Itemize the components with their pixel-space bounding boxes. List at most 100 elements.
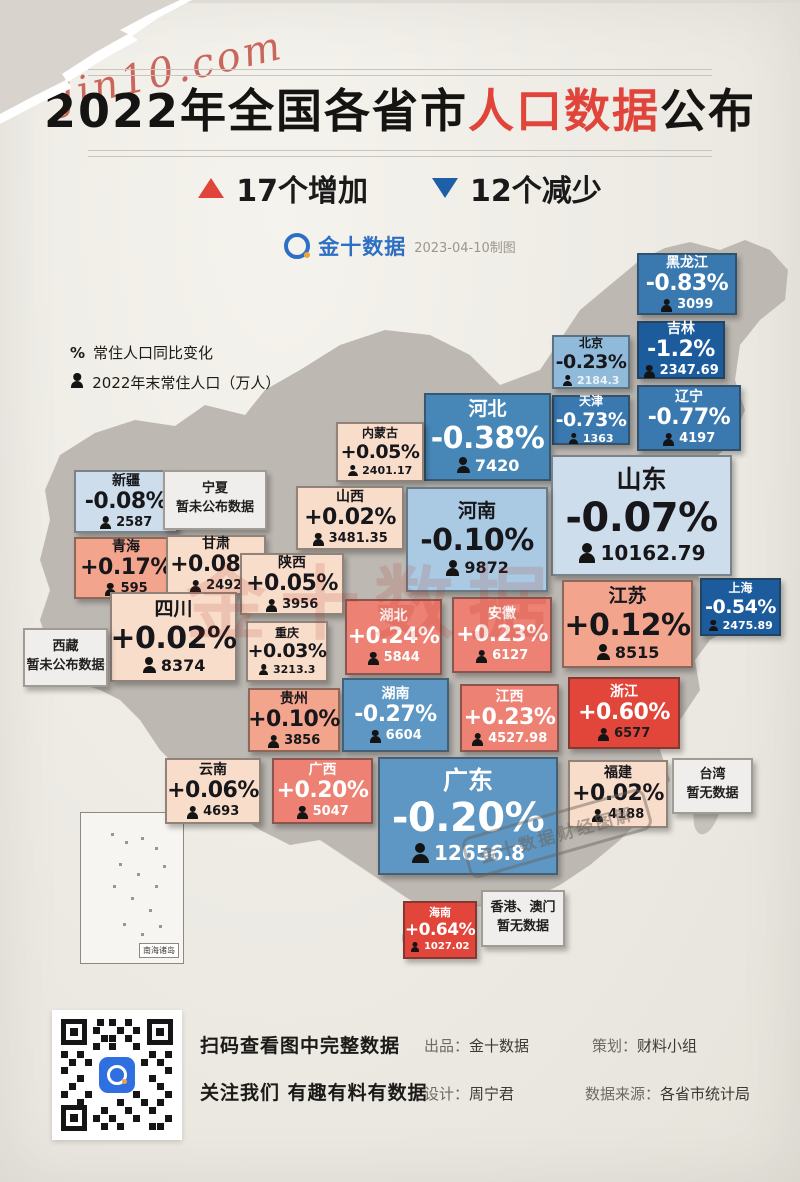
qr-eye-icon [61, 1105, 87, 1131]
province-name: 台湾 [699, 767, 726, 783]
pct-change: -0.27% [354, 702, 437, 728]
province-name: 广西 [308, 762, 337, 779]
population-row: 9872 [445, 558, 509, 577]
population-value: 1363 [582, 431, 614, 445]
province-box-shaanxi: 陕西 +0.05% 3956 [240, 553, 344, 615]
province-box-chongqing: 重庆 +0.03% 3213.3 [246, 621, 328, 682]
population-row: 6577 [598, 726, 651, 742]
province-box-beijing: 北京 -0.23% 2184.3 [552, 335, 630, 389]
province-name: 河南 [457, 500, 496, 523]
province-box-hainan: 海南 +0.64% 1027.02 [403, 901, 477, 959]
scan-hint-line2: 关注我们 有趣有料有数据 [200, 1082, 428, 1104]
qr-modules [61, 1019, 68, 1026]
credit-planner: 策划：财料小组 [592, 1035, 697, 1056]
pct-change: -0.20% [391, 795, 545, 842]
pct-change: +0.05% [246, 571, 338, 597]
province-box-shanghai: 上海 -0.54% 2475.89 [700, 578, 781, 636]
population-value: 6577 [614, 726, 651, 742]
person-icon [592, 809, 604, 822]
population-row: 2184.3 [563, 374, 619, 387]
pct-change: +0.02% [304, 505, 396, 531]
pct-change: -0.54% [705, 595, 776, 618]
pct-change: -0.08% [84, 488, 168, 514]
population-value: 4197 [679, 431, 716, 447]
population-row: 3099 [661, 297, 713, 313]
population-row: 2492 [190, 578, 243, 594]
person-icon [367, 652, 380, 665]
province-name: 山东 [616, 465, 667, 495]
credit-designer: 设计：周宁君 [424, 1083, 514, 1104]
population-row: 3481.35 [312, 531, 388, 547]
population-value: 5047 [312, 804, 349, 820]
person-icon [643, 365, 656, 378]
province-name: 湖北 [379, 608, 408, 625]
person-icon [266, 599, 278, 612]
province-box-guangxi: 广西 +0.20% 5047 [272, 758, 373, 824]
population-row: 2401.17 [348, 463, 413, 477]
credit-value: 各省市统计局 [660, 1085, 751, 1103]
province-name: 天津 [578, 394, 603, 409]
province-name: 新疆 [112, 472, 140, 489]
population-row: 7420 [456, 456, 519, 475]
credit-producer: 出品：金十数据 [424, 1035, 529, 1056]
population-row: 8374 [142, 656, 205, 675]
percent-symbol: % [70, 344, 86, 362]
no-data-note: 暂未公布数据 [26, 657, 105, 673]
pct-change: +0.05% [340, 440, 420, 463]
province-name: 内蒙古 [361, 426, 398, 441]
province-name: 西藏 [52, 638, 79, 654]
scan-hint-line1: 扫码查看图中完整数据 [200, 1035, 401, 1057]
brand-ring-icon [107, 1065, 127, 1085]
population-value: 6127 [492, 648, 529, 664]
population-value: 2401.17 [362, 463, 413, 477]
population-value: 4693 [203, 804, 240, 820]
title-highlight: 人口数据 [468, 84, 661, 138]
title-prefix: 2022年全国各省市 [43, 84, 469, 138]
population-value: 12656.8 [433, 841, 526, 866]
pct-change: +0.17% [80, 555, 172, 581]
no-data-note: 暂无数据 [496, 918, 549, 934]
person-icon [598, 728, 610, 741]
population-row: 10162.79 [577, 540, 706, 565]
province-name: 黑龙江 [666, 255, 708, 272]
population-value: 3213.3 [272, 663, 316, 677]
credit-value: 周宁君 [469, 1085, 515, 1103]
population-row: 8515 [596, 643, 659, 662]
map-legend: % 常住人口同比变化 2022年末常住人口（万人） [70, 338, 280, 398]
south-china-sea-inset-map: 南海诸岛 [80, 812, 184, 964]
province-name: 安徽 [488, 606, 516, 623]
pct-change: -0.38% [430, 420, 545, 456]
pct-change: +0.60% [578, 700, 670, 726]
population-value: 2492 [206, 578, 243, 594]
province-box-qinghai: 青海 +0.17% 595 [74, 537, 178, 599]
qr-eye-icon [147, 1019, 173, 1045]
person-icon [596, 644, 611, 661]
person-icon [348, 465, 358, 476]
province-name: 山西 [336, 489, 364, 506]
credit-data-source: 数据来源：各省市统计局 [585, 1083, 750, 1104]
province-name: 海南 [429, 906, 451, 920]
population-row: 4197 [663, 431, 716, 447]
person-icon [661, 299, 673, 312]
legend-pop-text: 2022年末常住人口（万人） [92, 374, 281, 392]
pct-change: +0.20% [276, 778, 369, 804]
person-icon [296, 806, 309, 819]
province-box-hunan: 湖南 -0.27% 6604 [342, 678, 449, 752]
province-name: 四川 [154, 597, 193, 620]
no-data-note: 暂未公布数据 [175, 500, 254, 516]
province-box-jiangsu: 江苏 +0.12% 8515 [562, 580, 693, 668]
pct-change: +0.24% [347, 624, 440, 650]
population-value: 4188 [608, 807, 645, 823]
legend-pop-line: 2022年末常住人口（万人） [70, 368, 280, 398]
up-triangle-icon [198, 178, 225, 198]
header-divider-bottom [88, 150, 712, 157]
population-value: 6604 [385, 728, 422, 744]
person-icon [411, 843, 430, 864]
brand-name: 金十数据 [318, 235, 407, 259]
province-box-ningxia: 宁夏 暂未公布数据 [163, 470, 267, 530]
population-row: 2475.89 [708, 619, 773, 632]
population-value: 10162.79 [600, 540, 706, 565]
province-name: 江西 [495, 689, 524, 706]
person-icon [268, 735, 280, 748]
province-box-fujian: 福建 +0.02% 4188 [568, 760, 668, 828]
